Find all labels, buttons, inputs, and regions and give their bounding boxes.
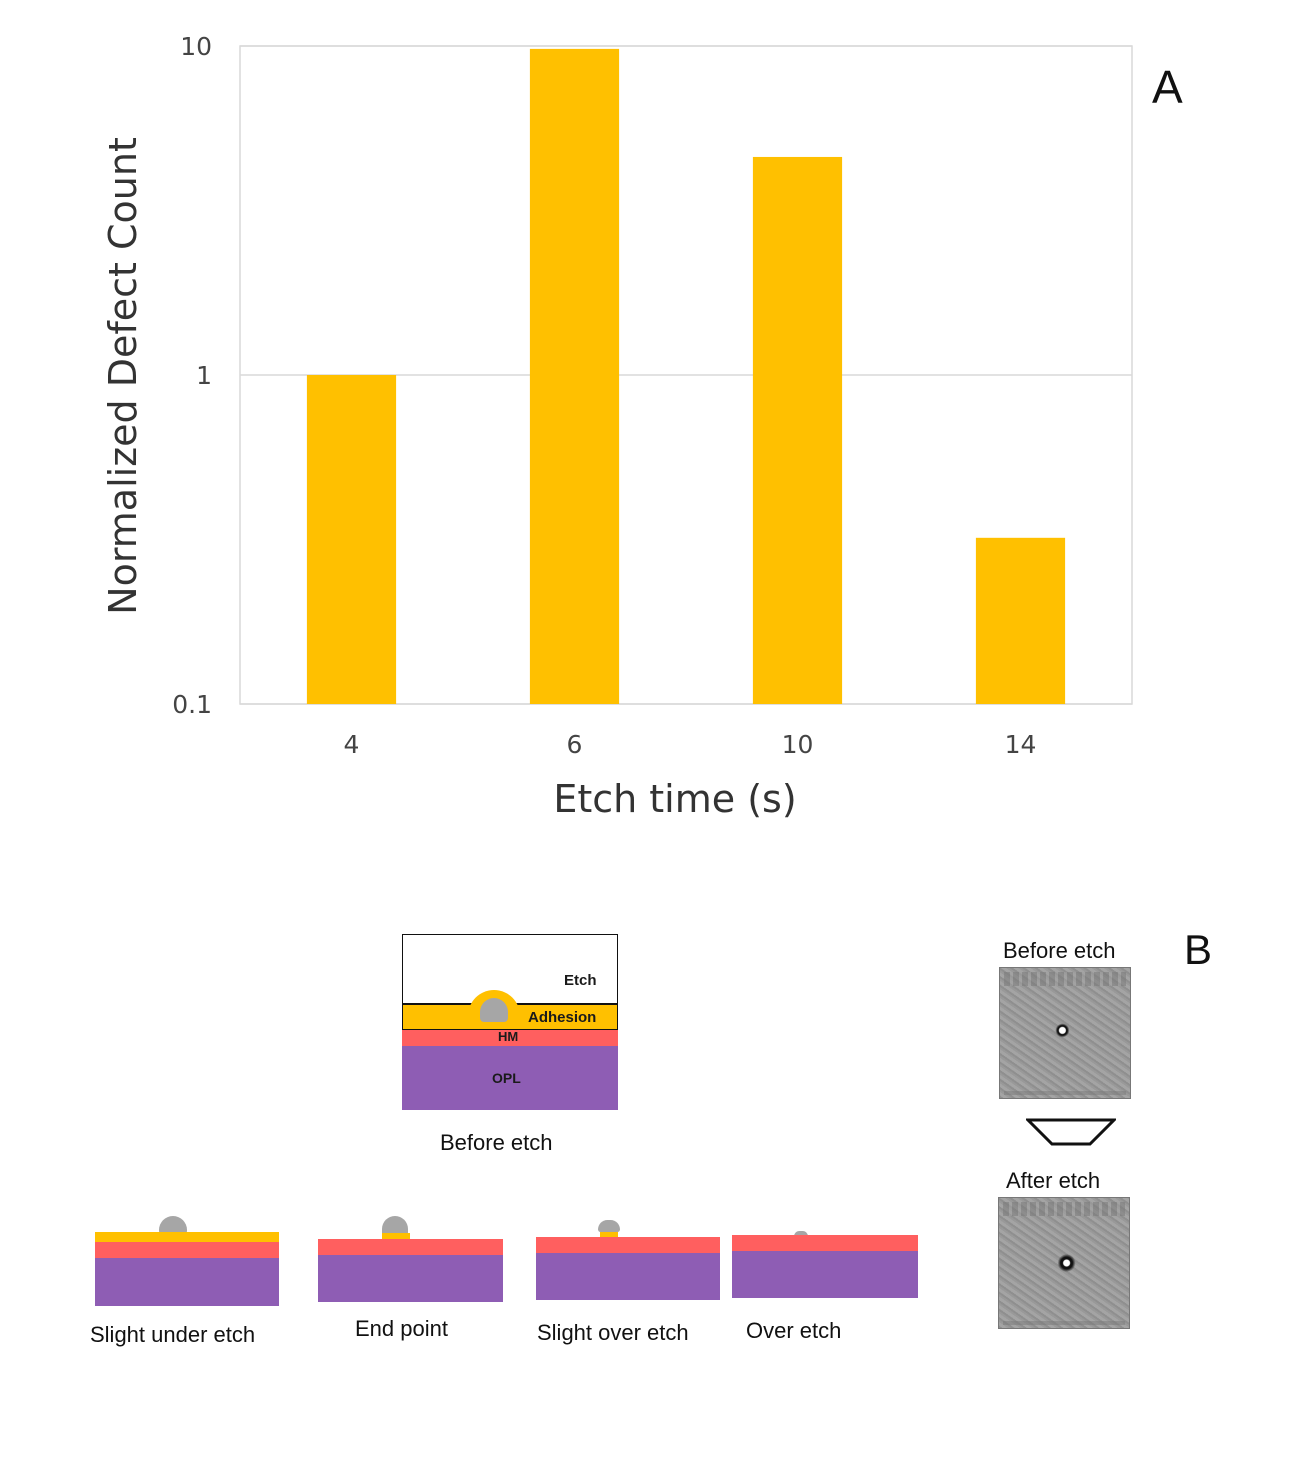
- y-tick-label: 10: [180, 32, 212, 61]
- x-tick-label: 10: [782, 730, 814, 759]
- stage-caption-end-point: End point: [355, 1316, 448, 1341]
- sem-after-image: [998, 1197, 1130, 1329]
- x-tick-label: 6: [567, 730, 583, 759]
- panel-label-a: A: [1152, 61, 1183, 113]
- bar-4: [306, 375, 397, 704]
- opl-layer: [318, 1255, 503, 1302]
- particle: [382, 1216, 408, 1236]
- particle: [794, 1231, 808, 1238]
- opl-label: OPL: [492, 1070, 521, 1086]
- opl-layer: [732, 1251, 918, 1298]
- plot-area-border: [239, 45, 1133, 705]
- stage-caption-over-etch: Over etch: [746, 1318, 842, 1343]
- x-tick-labels: 4 6 10 14: [344, 730, 1037, 759]
- sem-after-title: After etch: [1006, 1168, 1101, 1193]
- x-tick-label: 4: [344, 730, 360, 759]
- adhesion-layer: [95, 1232, 279, 1242]
- bar-6: [529, 48, 620, 705]
- sem-footer-text: [1004, 1091, 1126, 1095]
- sem-before-image: [999, 967, 1131, 1099]
- x-axis-label: Etch time (s): [553, 777, 796, 821]
- y-tick-label: 0.1: [172, 690, 212, 719]
- etch-region: [402, 934, 618, 1004]
- hm-label: HM: [498, 1029, 519, 1044]
- particle: [480, 998, 508, 1022]
- bars: [306, 48, 1066, 705]
- stage-end-point: [318, 1216, 503, 1302]
- y-tick-label: 1: [196, 361, 212, 390]
- stage-slight-over-etch: [536, 1220, 720, 1300]
- bar-chart: 0.1 1 10 4 6 10 14 Normalized Defect Count Et…: [101, 32, 1133, 821]
- adhesion-remnant: [600, 1232, 618, 1237]
- panel-label-b: B: [1184, 926, 1213, 973]
- stage-over-etch: [732, 1228, 918, 1298]
- sem-header-text: [1004, 972, 1126, 986]
- hm-layer: [536, 1237, 720, 1253]
- sem-before-title: Before etch: [1003, 938, 1116, 963]
- down-arrow-icon: [1026, 1118, 1116, 1146]
- opl-layer: [536, 1253, 720, 1300]
- opl-layer: [402, 1046, 618, 1110]
- particle: [598, 1220, 620, 1232]
- hm-layer: [732, 1235, 918, 1251]
- opl-layer: [95, 1258, 279, 1306]
- bar-14: [975, 537, 1066, 704]
- hm-layer: [95, 1242, 279, 1258]
- before-etch-caption: Before etch: [440, 1130, 553, 1155]
- adhesion-remnant: [382, 1233, 410, 1239]
- hm-layer: [318, 1239, 503, 1255]
- x-tick-label: 14: [1005, 730, 1037, 759]
- particle: [159, 1216, 187, 1234]
- stage-slight-under-etch: [95, 1216, 279, 1306]
- sem-footer-text: [1003, 1321, 1125, 1325]
- sem-header-text: [1003, 1202, 1125, 1216]
- stage-caption-slight-under-etch: Slight under etch: [90, 1322, 256, 1347]
- adhesion-label: Adhesion: [528, 1009, 597, 1026]
- before-etch-stack: Etch Adhesion HM OPL: [402, 934, 618, 1110]
- y-tick-labels: 0.1 1 10: [172, 32, 212, 719]
- stage-caption-slight-over-etch: Slight over etch: [537, 1320, 689, 1345]
- y-axis-label: Normalized Defect Count: [101, 137, 145, 615]
- hm-layer: [402, 1030, 618, 1046]
- bar-10: [752, 156, 843, 705]
- etch-label: Etch: [564, 972, 597, 989]
